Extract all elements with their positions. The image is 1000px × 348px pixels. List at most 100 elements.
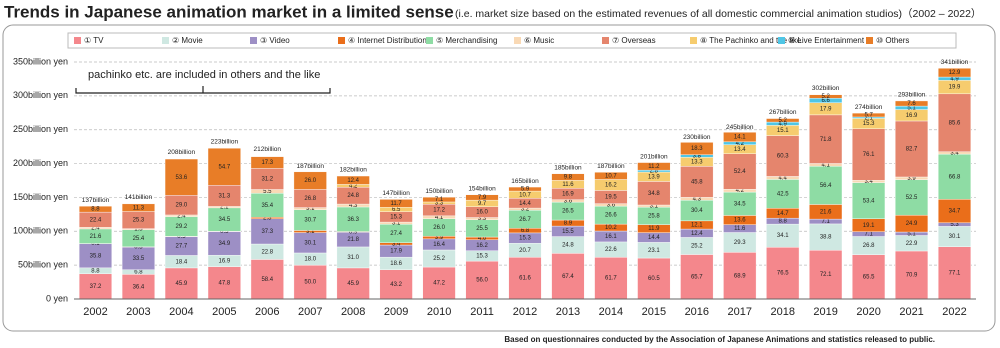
data-label: 0.3 <box>134 245 143 251</box>
data-label: 9.8 <box>564 175 573 181</box>
bar-segment <box>637 162 671 171</box>
data-label: 3.2 <box>521 207 530 213</box>
data-label: 50.0 <box>304 280 316 286</box>
data-label: 3.1 <box>306 206 315 212</box>
bar-segment <box>680 254 714 300</box>
data-label: 61.7 <box>605 276 617 282</box>
data-label: 15.3 <box>390 214 402 220</box>
data-label: 6.6 <box>821 98 830 104</box>
data-label: 34.7 <box>949 209 961 215</box>
total-label: 274billion <box>855 104 883 111</box>
legend-swatch <box>778 37 785 44</box>
data-label: 82.7 <box>906 147 918 153</box>
data-label: 2.8 <box>650 169 659 175</box>
data-label: 5.2 <box>821 94 830 100</box>
data-label: 26.8 <box>304 196 316 202</box>
bar-segment <box>336 267 370 300</box>
bar-segment <box>465 194 499 201</box>
data-label: 67.4 <box>562 274 574 280</box>
data-label: 76.5 <box>777 271 789 277</box>
data-label: 14.1 <box>734 135 746 141</box>
legend-label: ⑥ Music <box>524 36 554 45</box>
data-label: 54.7 <box>218 164 230 170</box>
data-label: 27.4 <box>390 231 402 237</box>
data-label: 70.9 <box>906 273 918 279</box>
x-tick-label: 2013 <box>556 306 580 318</box>
legend-label: ③ Video <box>260 36 290 45</box>
data-label: 2.1 <box>864 115 873 121</box>
bar-segment <box>766 118 800 123</box>
data-label: 8.9 <box>564 221 573 227</box>
total-label: 147billion <box>382 190 410 197</box>
data-label: 26.6 <box>605 213 617 219</box>
x-tick-label: 2007 <box>298 306 322 318</box>
data-label: 58.4 <box>261 277 273 283</box>
data-label: 3.4 <box>864 179 873 185</box>
bar-segment <box>938 93 972 152</box>
data-label: 15.5 <box>562 229 574 235</box>
data-label: 3.8 <box>693 154 702 160</box>
data-label: 26.0 <box>304 178 316 184</box>
legend-swatch <box>162 37 169 44</box>
data-label: 12.4 <box>347 178 359 184</box>
data-label: 53.6 <box>176 175 188 181</box>
total-label: 341billion <box>941 59 969 66</box>
total-label: 208billion <box>168 149 196 156</box>
bar-segment <box>766 179 800 209</box>
bar-segment <box>78 243 112 269</box>
y-tick-label: 200billion yen <box>13 158 68 168</box>
data-label: 85.6 <box>949 120 961 126</box>
legend-swatch <box>514 37 521 44</box>
data-label: 47.8 <box>218 280 230 286</box>
data-label: 1.5 <box>134 227 143 233</box>
data-label: 4.0 <box>478 236 487 242</box>
data-label: 17.2 <box>433 208 445 214</box>
y-tick-label: 0 yen <box>46 293 68 303</box>
data-label: 25.3 <box>133 218 145 224</box>
data-label: 8.8 <box>91 268 100 274</box>
data-label: 4.3 <box>349 203 358 209</box>
data-label: 18.4 <box>176 259 188 265</box>
chart-title: Trends in Japanese animation market in a… <box>4 2 454 21</box>
x-tick-label: 2015 <box>642 306 666 318</box>
x-tick-label: 2002 <box>83 306 107 318</box>
x-tick-label: 2022 <box>942 306 966 318</box>
x-tick-label: 2020 <box>856 306 880 318</box>
legend-swatch <box>426 37 433 44</box>
data-label: 16.1 <box>605 234 617 240</box>
data-label: 34.1 <box>777 233 789 239</box>
legend-label: ④ Internet Distribution <box>348 36 427 45</box>
data-label: 34.9 <box>218 241 230 247</box>
x-tick-label: 2008 <box>341 306 365 318</box>
data-label: 36.3 <box>347 217 359 223</box>
data-label: 14.7 <box>777 211 789 217</box>
data-label: 5.7 <box>864 113 873 119</box>
data-label: 3.4 <box>392 241 401 247</box>
data-label: 4.1 <box>821 162 830 168</box>
total-label: 187billion <box>297 163 325 170</box>
data-label: 4.9 <box>950 76 959 82</box>
data-label: 19.9 <box>949 85 961 91</box>
bar-segment <box>723 153 757 190</box>
legend-label: ⑦ Overseas <box>612 36 656 45</box>
data-label: 13.9 <box>648 174 660 180</box>
x-tick-label: 2005 <box>212 306 236 318</box>
footnote: Based on questionnaires conducted by the… <box>504 335 935 344</box>
data-label: 42.5 <box>777 191 789 197</box>
data-label: 60.3 <box>777 154 789 160</box>
data-label: 6.8 <box>521 228 530 234</box>
data-label: 65.5 <box>863 274 875 280</box>
bar-segment <box>895 250 929 300</box>
data-label: 26.8 <box>863 243 875 249</box>
data-label: 18.3 <box>691 146 703 152</box>
data-label: 4.1 <box>435 215 444 221</box>
data-label: 30.4 <box>691 208 703 214</box>
data-label: 3.1 <box>392 221 401 227</box>
data-label: 12.9 <box>949 70 961 76</box>
total-label: 302billion <box>812 85 840 92</box>
x-tick-label: 2011 <box>470 306 494 318</box>
data-label: 4.2 <box>736 188 745 194</box>
data-label: 0.1 <box>91 241 100 247</box>
data-label: 16.4 <box>433 242 445 248</box>
